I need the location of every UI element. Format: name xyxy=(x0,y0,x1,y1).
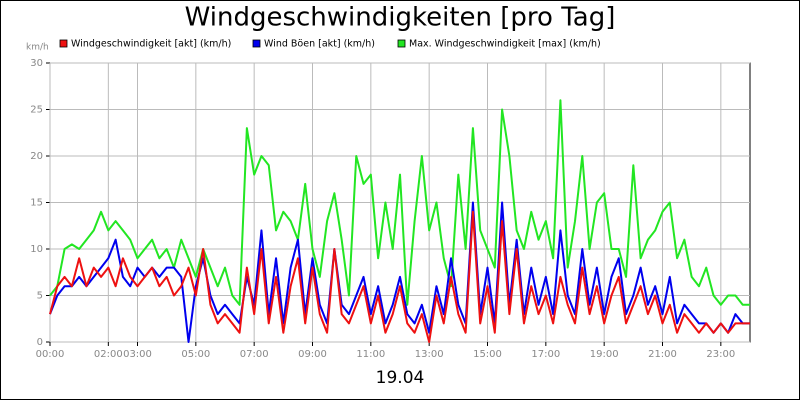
x-tick-label: 15:00 xyxy=(473,349,502,360)
x-tick-label: 07:00 xyxy=(240,349,269,360)
legend-swatch xyxy=(252,39,261,48)
y-tick-label: 0 xyxy=(37,337,43,348)
y-tick-label: 5 xyxy=(37,291,43,302)
legend-label: Max. Windgeschwindigkeit [max] (km/h) xyxy=(409,39,601,50)
chart-title: Windgeschwindigkeiten [pro Tag] xyxy=(185,3,616,33)
x-tick-label: 17:00 xyxy=(531,349,560,360)
legend-swatch xyxy=(59,39,68,48)
y-tick-label: 10 xyxy=(30,244,43,255)
data-line xyxy=(49,99,750,306)
y-tick-label: 15 xyxy=(30,198,43,209)
x-tick-label: 13:00 xyxy=(415,349,444,360)
y-tick-label: 30 xyxy=(30,58,43,69)
data-line xyxy=(49,210,750,343)
x-axis-label: 19.04 xyxy=(376,368,425,388)
x-tick-label: 11:00 xyxy=(356,349,385,360)
x-tick-label: 21:00 xyxy=(648,349,677,360)
x-tick-label: 00:00 xyxy=(36,349,65,360)
x-tick-label: 05:00 xyxy=(181,349,210,360)
legend-swatch xyxy=(397,39,406,48)
x-tick-label: 03:00 xyxy=(123,349,152,360)
legend-label: Wind Böen [akt] (km/h) xyxy=(264,39,375,50)
data-line xyxy=(49,201,750,343)
legend-label: Windgeschwindigkeit [akt] (km/h) xyxy=(71,39,231,50)
x-tick-label: 23:00 xyxy=(706,349,735,360)
x-tick-label: 02:00 xyxy=(94,349,123,360)
y-tick-label: 25 xyxy=(30,105,43,116)
y-tick-label: 20 xyxy=(30,151,43,162)
y-axis-label: km/h xyxy=(26,43,49,53)
x-tick-label: 09:00 xyxy=(298,349,327,360)
x-tick-label: 19:00 xyxy=(590,349,619,360)
